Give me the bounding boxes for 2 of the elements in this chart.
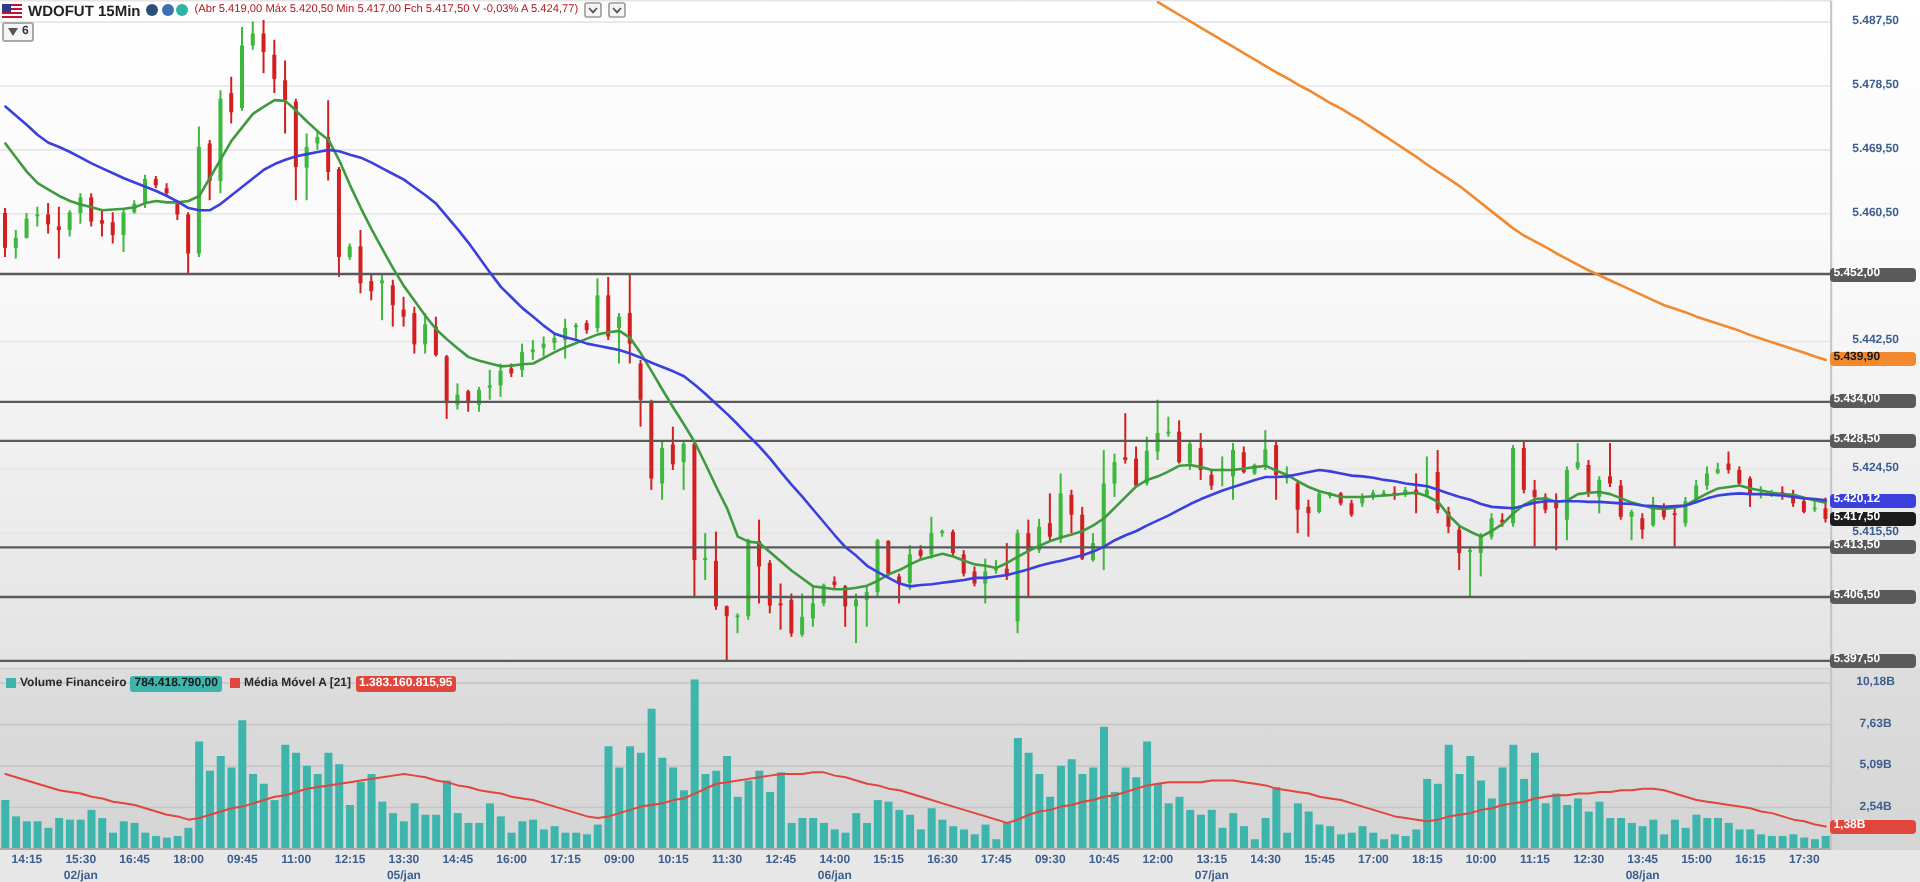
candlestick [13,229,18,260]
candlestick [3,207,8,259]
